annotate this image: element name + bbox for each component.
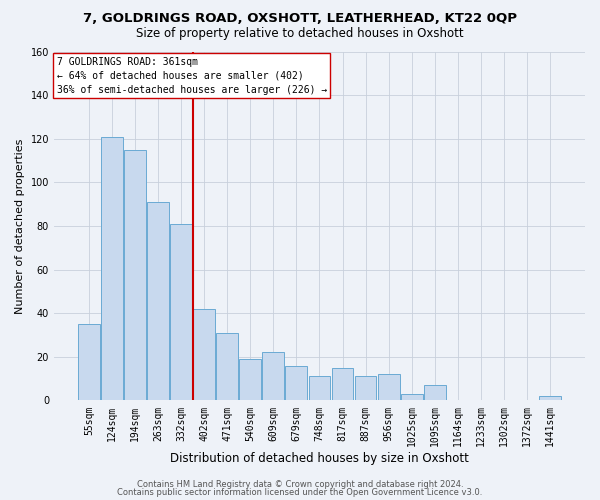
Bar	[217, 333, 238, 400]
Bar	[539, 396, 561, 400]
Bar	[262, 352, 284, 401]
Bar	[286, 366, 307, 400]
Bar	[377, 374, 400, 400]
Bar	[147, 202, 169, 400]
Text: 7 GOLDRINGS ROAD: 361sqm
← 64% of detached houses are smaller (402)
36% of semi-: 7 GOLDRINGS ROAD: 361sqm ← 64% of detach…	[56, 56, 327, 94]
Bar	[239, 359, 261, 401]
Text: Contains public sector information licensed under the Open Government Licence v3: Contains public sector information licen…	[118, 488, 482, 497]
Bar	[193, 309, 215, 400]
Bar	[101, 136, 123, 400]
Text: Size of property relative to detached houses in Oxshott: Size of property relative to detached ho…	[136, 28, 464, 40]
Text: Contains HM Land Registry data © Crown copyright and database right 2024.: Contains HM Land Registry data © Crown c…	[137, 480, 463, 489]
Bar	[401, 394, 422, 400]
Bar	[124, 150, 146, 400]
Text: 7, GOLDRINGS ROAD, OXSHOTT, LEATHERHEAD, KT22 0QP: 7, GOLDRINGS ROAD, OXSHOTT, LEATHERHEAD,…	[83, 12, 517, 26]
Bar	[355, 376, 376, 400]
Bar	[424, 385, 446, 400]
Bar	[332, 368, 353, 400]
Bar	[170, 224, 192, 400]
Bar	[78, 324, 100, 400]
X-axis label: Distribution of detached houses by size in Oxshott: Distribution of detached houses by size …	[170, 452, 469, 465]
Bar	[308, 376, 331, 400]
Y-axis label: Number of detached properties: Number of detached properties	[15, 138, 25, 314]
